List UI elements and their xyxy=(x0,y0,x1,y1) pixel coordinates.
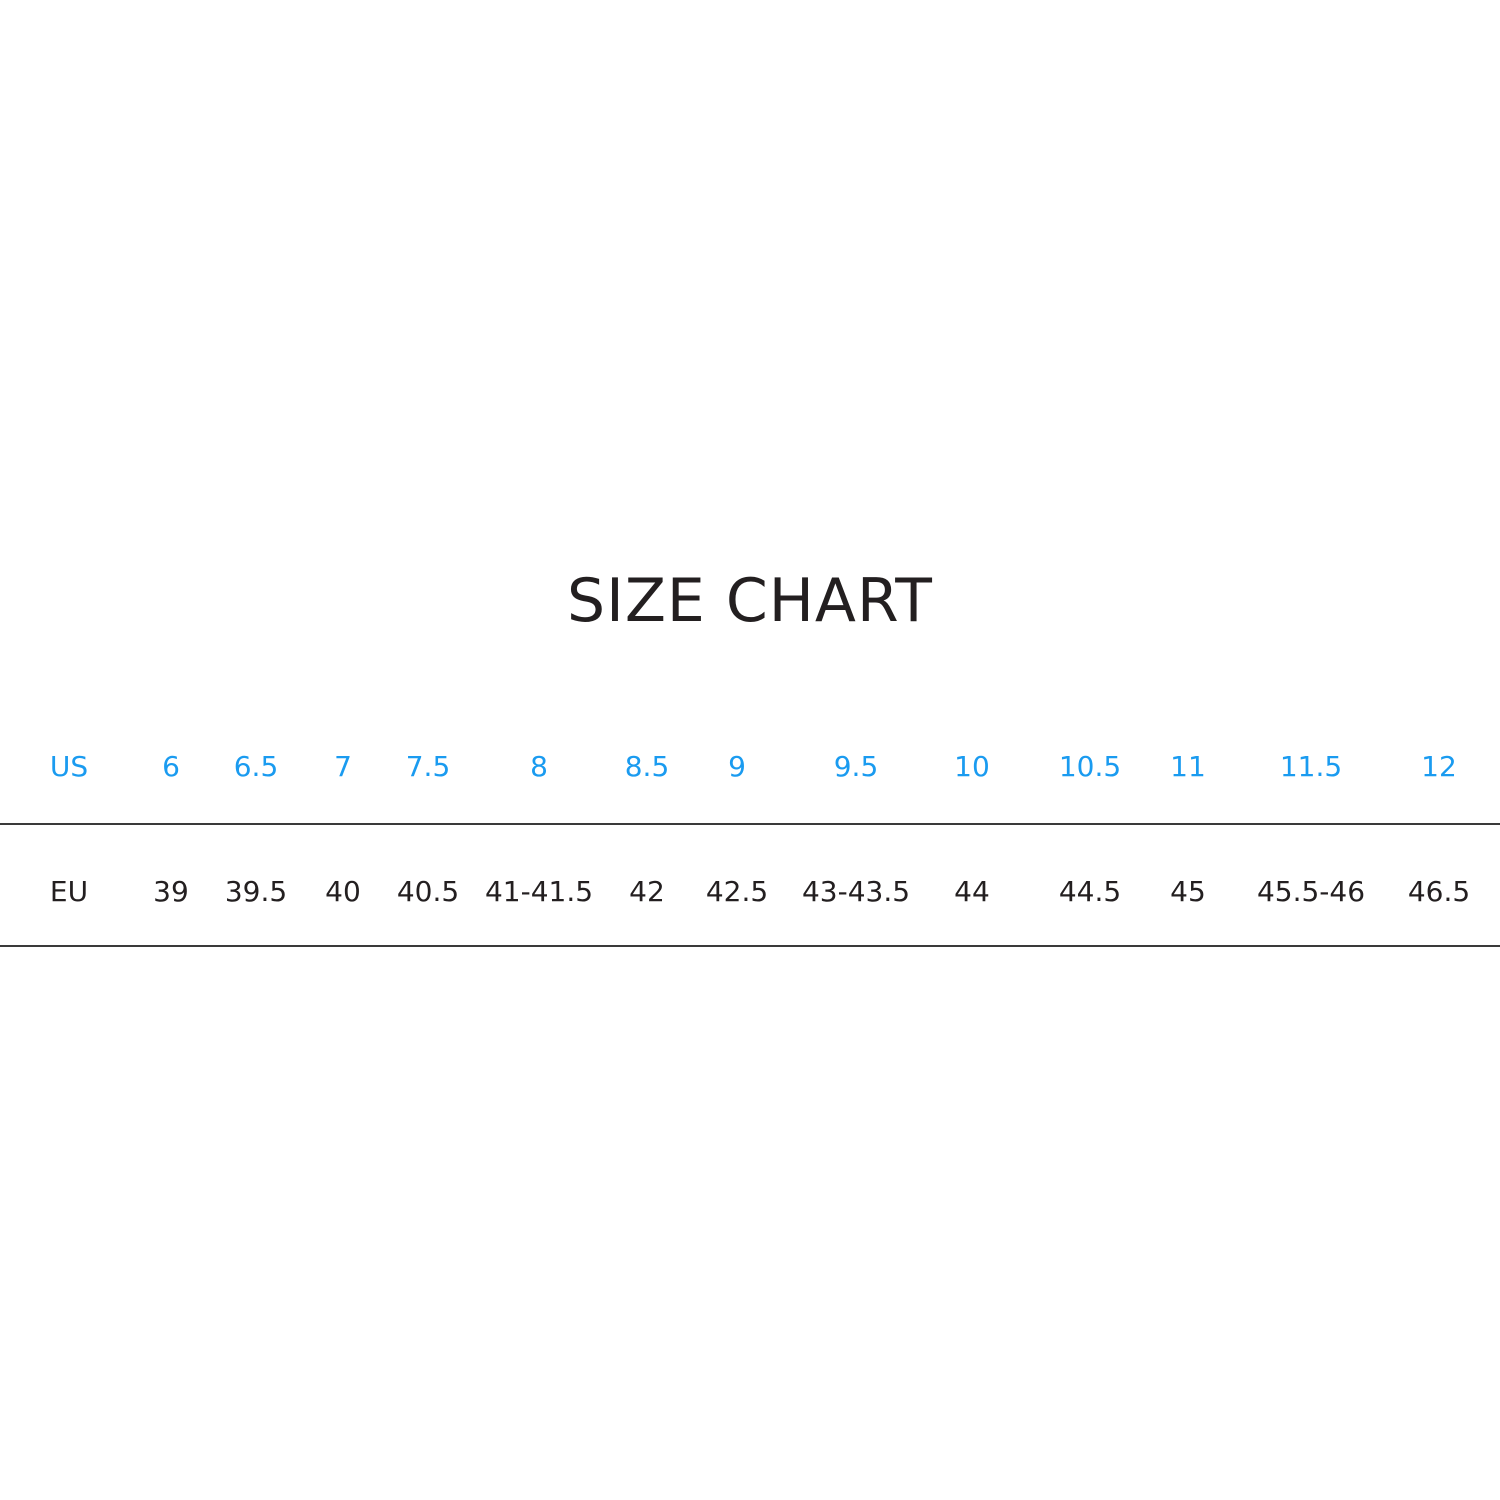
size-cell: 6.5 xyxy=(233,750,279,783)
size-cell: 8 xyxy=(530,750,548,783)
size-cell: 40.5 xyxy=(396,875,460,908)
size-cell: 39.5 xyxy=(224,875,288,908)
size-cell: 7 xyxy=(334,750,352,783)
row-label-us: US xyxy=(49,750,89,783)
divider xyxy=(0,945,1500,947)
size-cell: 43-43.5 xyxy=(801,875,911,908)
size-cell: 8.5 xyxy=(624,750,670,783)
size-cell: 10 xyxy=(954,750,990,783)
size-cell: 11.5 xyxy=(1279,750,1343,783)
size-cell: 9 xyxy=(728,750,746,783)
page-title: SIZE CHART xyxy=(567,566,933,636)
size-cell: 44 xyxy=(954,875,990,908)
size-cell: 44.5 xyxy=(1058,875,1122,908)
size-cell: 46.5 xyxy=(1407,875,1471,908)
us-size-row: US 6 6.5 7 7.5 8 8.5 9 9.5 10 10.5 11 11.5 12 xyxy=(0,750,1500,790)
size-cell: 45.5-46 xyxy=(1256,875,1366,908)
size-cell: 6 xyxy=(162,750,180,783)
size-cell: 9.5 xyxy=(833,750,879,783)
size-cell: 45 xyxy=(1170,875,1206,908)
size-cell: 12 xyxy=(1421,750,1457,783)
row-label-eu: EU xyxy=(49,875,89,908)
divider xyxy=(0,823,1500,825)
size-cell: 42 xyxy=(629,875,665,908)
size-cell: 42.5 xyxy=(705,875,769,908)
size-cell: 11 xyxy=(1170,750,1206,783)
size-cell: 7.5 xyxy=(405,750,451,783)
size-cell: 41-41.5 xyxy=(484,875,594,908)
size-cell: 40 xyxy=(325,875,361,908)
size-cell: 39 xyxy=(153,875,189,908)
eu-size-row: EU 39 39.5 40 40.5 41-41.5 42 42.5 43-43.5 44 44.… xyxy=(0,875,1500,915)
size-cell: 10.5 xyxy=(1058,750,1122,783)
